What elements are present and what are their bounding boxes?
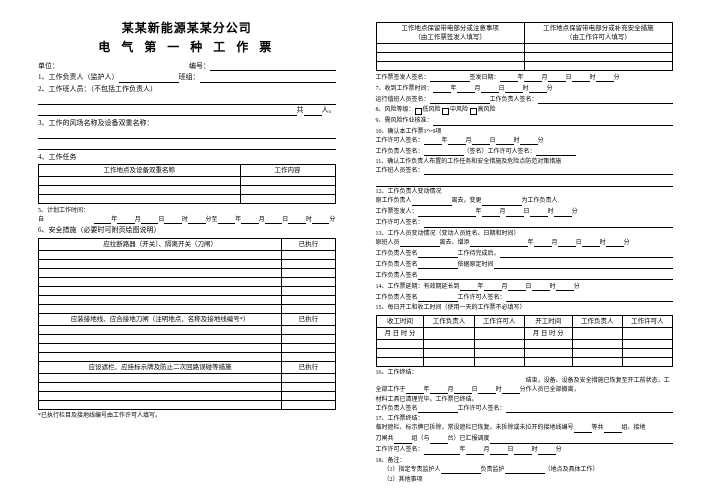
right-column: 工作地点保留带电部分或注意事项 （由工作票签发人填写） 工作地点保留带电部分或补…	[356, 20, 682, 483]
number-label: 编号：	[189, 62, 210, 72]
l3-label: 3、工作的风场名称及设备双重名称：	[38, 119, 336, 129]
row-12: 12、工作负责人变动情况 原工作负责人 离去，变更 为工作负责人 工作票签发人：…	[376, 188, 674, 227]
gong-label: 共	[297, 106, 304, 116]
row-2: 2、工作班人员：（不包括工作负责人） 共 人。	[38, 85, 336, 116]
row-16: 16、工作终结： 全部工作于 年 月 日 时 分 结束，设备、设备及安全措施已恢…	[376, 369, 674, 414]
row-4: 4、工作任务 工作地点及设备双重名称工作内容	[38, 153, 336, 205]
row-10: 10、确认本工作票1～9项 工作许可人签名： 年 月 日 时 分 工作负责人签名…	[376, 128, 674, 156]
t6h2c: 已执行	[282, 362, 335, 374]
th1: 工作地点保留带电部分或注意事项 （由工作票签发人填写）	[376, 23, 524, 44]
t4h2: 工作内容	[240, 165, 335, 177]
cb-high[interactable]	[470, 108, 477, 115]
crew-line-2[interactable]	[38, 107, 297, 116]
daily-table: 收工时间 工作负责人 工作许可人 开工时间 工作负责人 工作许可人 月 日 时 …	[376, 315, 674, 367]
l1-label: 1、工作负责人（监护人）	[38, 73, 119, 83]
row-6: 6、安全措施（必要时可附页绘图说明） 应拉断路器（开关）、隔离开关（刀闸）已执行…	[38, 226, 336, 420]
team-field[interactable]	[200, 74, 336, 83]
task-table: 工作地点及设备双重名称工作内容	[38, 164, 336, 204]
row-11: 11、确认工作负责人布置的工作任务和安全措施及危险点防范对策措施 工作班人员签名…	[376, 158, 674, 187]
count-field[interactable]	[304, 107, 322, 116]
row-5: 5、计划工作时间：自 年 月 日 时 分 至 年 月 日 时 分	[38, 207, 336, 224]
row-3: 3、工作的风场名称及设备双重名称：	[38, 119, 336, 150]
row-13: 13、工作人员变动情况（变动人员姓名、日期和时间） 原班人员 离去、增添 年 月…	[376, 230, 674, 280]
t6h1: 应拉断路器（开关）、隔离开关（刀闸）	[39, 239, 282, 251]
cb-low[interactable]	[415, 108, 422, 115]
crew-line-1[interactable]	[38, 95, 336, 105]
row-14: 14、工作票延期：有效期延长到 年 月 日 时 分	[376, 282, 674, 291]
row-15: 15、每日开工和收工时间（使用一天的工作票不必填写） 收工时间 工作负责人 工作…	[376, 304, 674, 367]
t6h4: 应设遮栏、应挂标示牌及防止二次回路误碰等措施	[39, 362, 282, 374]
t4h1: 工作地点及设备双重名称	[39, 165, 241, 177]
row-17: 17、工作票终结： 临时遮栏、标示牌已拆除，常设遮栏已恢复。未拆除或未拉开的接地…	[376, 415, 674, 454]
l6: 6、安全措施（必要时可附页绘图说明）	[38, 226, 336, 236]
row-7: 7、收到工作票时间： 年 月 日 时 分	[376, 84, 674, 93]
retain-table: 工作地点保留带电部分或注意事项 （由工作票签发人填写） 工作地点保留带电部分或补…	[376, 22, 674, 71]
company-name: 某某新能源某某分公司	[38, 20, 336, 37]
note: *已执行栏目及接地线编号由工作许可人填写。	[38, 412, 336, 420]
safety-table-1: 应拉断路器（开关）、隔离开关（刀闸）已执行 应装接地线、应合接地刀闸（注明地点、…	[38, 238, 336, 410]
row-8: 8、风险等级： 低风险 中风险 高风险	[376, 106, 674, 114]
row-9: 9、需风险作业核准：	[376, 117, 674, 126]
cb-mid[interactable]	[442, 108, 449, 115]
responsible-field[interactable]	[119, 74, 179, 83]
l4-label: 4、工作任务	[38, 153, 336, 163]
t6h2b: 已执行	[282, 314, 335, 326]
unit-label: 单位：	[38, 62, 59, 72]
th2: 工作地点保留带电部分或补充安全措施 （由工作许可人填写）	[524, 23, 672, 44]
l5: 5、计划工作时间：自	[38, 207, 94, 224]
ren-label: 人。	[322, 106, 336, 116]
sig-row: 工作票签发人签名： 签发日期： 年 月 日 时 分	[376, 73, 674, 82]
equip-line-1[interactable]	[38, 129, 336, 139]
equip-line-2[interactable]	[38, 140, 336, 150]
row-1: 1、工作负责人（监护人） 班组：	[38, 73, 336, 83]
row-18: 18、备注： （1）指定专责监护人 负责监护 （地点及具体工作） （2）其他事项	[376, 457, 674, 485]
number-field[interactable]	[210, 62, 336, 71]
doc-title: 电 气 第 一 种 工 作 票	[38, 39, 336, 56]
t6h2a: 已执行	[282, 239, 335, 251]
bz-label: 班组：	[179, 73, 200, 83]
l2-label: 2、工作班人员：（不包括工作负责人）	[38, 85, 336, 95]
left-column: 某某新能源某某分公司 电 气 第 一 种 工 作 票 单位： 编号： 1、工作负…	[30, 20, 356, 483]
unit-number-row: 单位： 编号：	[38, 62, 336, 72]
t6h3: 应装接地线、应合接地刀闸（注明地点、名称及接地线编号*）	[39, 314, 282, 326]
